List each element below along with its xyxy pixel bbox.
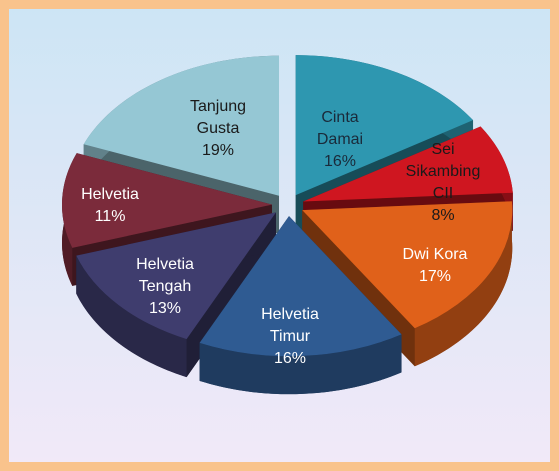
value-label: 17%: [419, 268, 451, 285]
slice-tops: [62, 55, 513, 357]
slice: [302, 201, 513, 329]
value-label: 16%: [324, 153, 356, 170]
slice: [295, 55, 474, 196]
category-label: Dwi Kora: [403, 246, 468, 263]
value-label: 13%: [149, 300, 181, 317]
value-label: 16%: [274, 350, 306, 367]
slice: [303, 126, 513, 202]
slice: [83, 55, 280, 196]
value-label: 19%: [202, 142, 234, 159]
category-label: Helvetia Timur: [261, 306, 319, 345]
slice-wall: [414, 201, 513, 367]
category-label: Tanjung Gusta: [190, 98, 246, 137]
category-label: Sei Sikambing CII: [406, 141, 481, 202]
category-label: Helvetia: [81, 186, 139, 203]
slice: [199, 216, 402, 357]
category-label: Helvetia Tengah: [136, 256, 194, 295]
slice-wall: [199, 334, 402, 395]
value-label: 11%: [95, 208, 126, 225]
value-label: 8%: [431, 207, 454, 224]
slice: [76, 212, 276, 340]
data-labels: Cinta Damai 16% Sei Sikambing CII 8% Dwi Kora 17…: [81, 98, 480, 367]
slice-wall: [76, 255, 187, 378]
category-label: Cinta Damai: [317, 109, 363, 148]
slice: [62, 153, 273, 248]
